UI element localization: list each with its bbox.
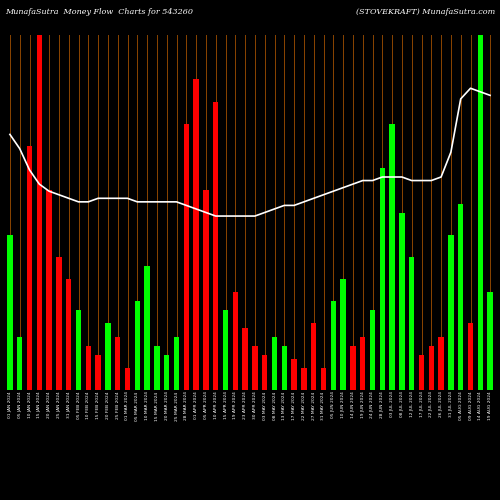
- Bar: [468, 324, 473, 390]
- Bar: [488, 292, 493, 390]
- Bar: [272, 337, 277, 390]
- Bar: [350, 346, 356, 390]
- Bar: [292, 359, 297, 390]
- Bar: [321, 368, 326, 390]
- Bar: [144, 266, 150, 390]
- Bar: [56, 257, 62, 390]
- Text: (STOVEKRAFT) MunafaSutra.com: (STOVEKRAFT) MunafaSutra.com: [356, 8, 495, 16]
- Bar: [17, 337, 22, 390]
- Bar: [134, 301, 140, 390]
- Bar: [213, 102, 218, 390]
- Bar: [125, 368, 130, 390]
- Bar: [458, 204, 464, 390]
- Bar: [232, 292, 238, 390]
- Bar: [223, 310, 228, 390]
- Bar: [262, 354, 268, 390]
- Bar: [282, 346, 287, 390]
- Bar: [478, 35, 483, 390]
- Bar: [27, 146, 32, 390]
- Bar: [438, 337, 444, 390]
- Bar: [311, 324, 316, 390]
- Bar: [174, 337, 179, 390]
- Bar: [330, 301, 336, 390]
- Bar: [399, 212, 404, 390]
- Bar: [66, 279, 71, 390]
- Bar: [86, 346, 91, 390]
- Bar: [301, 368, 306, 390]
- Bar: [105, 324, 110, 390]
- Bar: [184, 124, 189, 390]
- Bar: [7, 234, 12, 390]
- Bar: [96, 354, 101, 390]
- Bar: [76, 310, 81, 390]
- Bar: [380, 168, 385, 390]
- Bar: [46, 190, 52, 390]
- Bar: [370, 310, 375, 390]
- Bar: [360, 337, 366, 390]
- Bar: [390, 124, 395, 390]
- Bar: [154, 346, 160, 390]
- Bar: [115, 337, 120, 390]
- Bar: [409, 257, 414, 390]
- Bar: [428, 346, 434, 390]
- Bar: [419, 354, 424, 390]
- Bar: [194, 80, 199, 390]
- Bar: [36, 35, 42, 390]
- Bar: [340, 279, 346, 390]
- Bar: [203, 190, 208, 390]
- Bar: [164, 354, 170, 390]
- Bar: [252, 346, 258, 390]
- Text: MunafaSutra  Money Flow  Charts for 543260: MunafaSutra Money Flow Charts for 543260: [5, 8, 193, 16]
- Bar: [242, 328, 248, 390]
- Bar: [448, 234, 454, 390]
